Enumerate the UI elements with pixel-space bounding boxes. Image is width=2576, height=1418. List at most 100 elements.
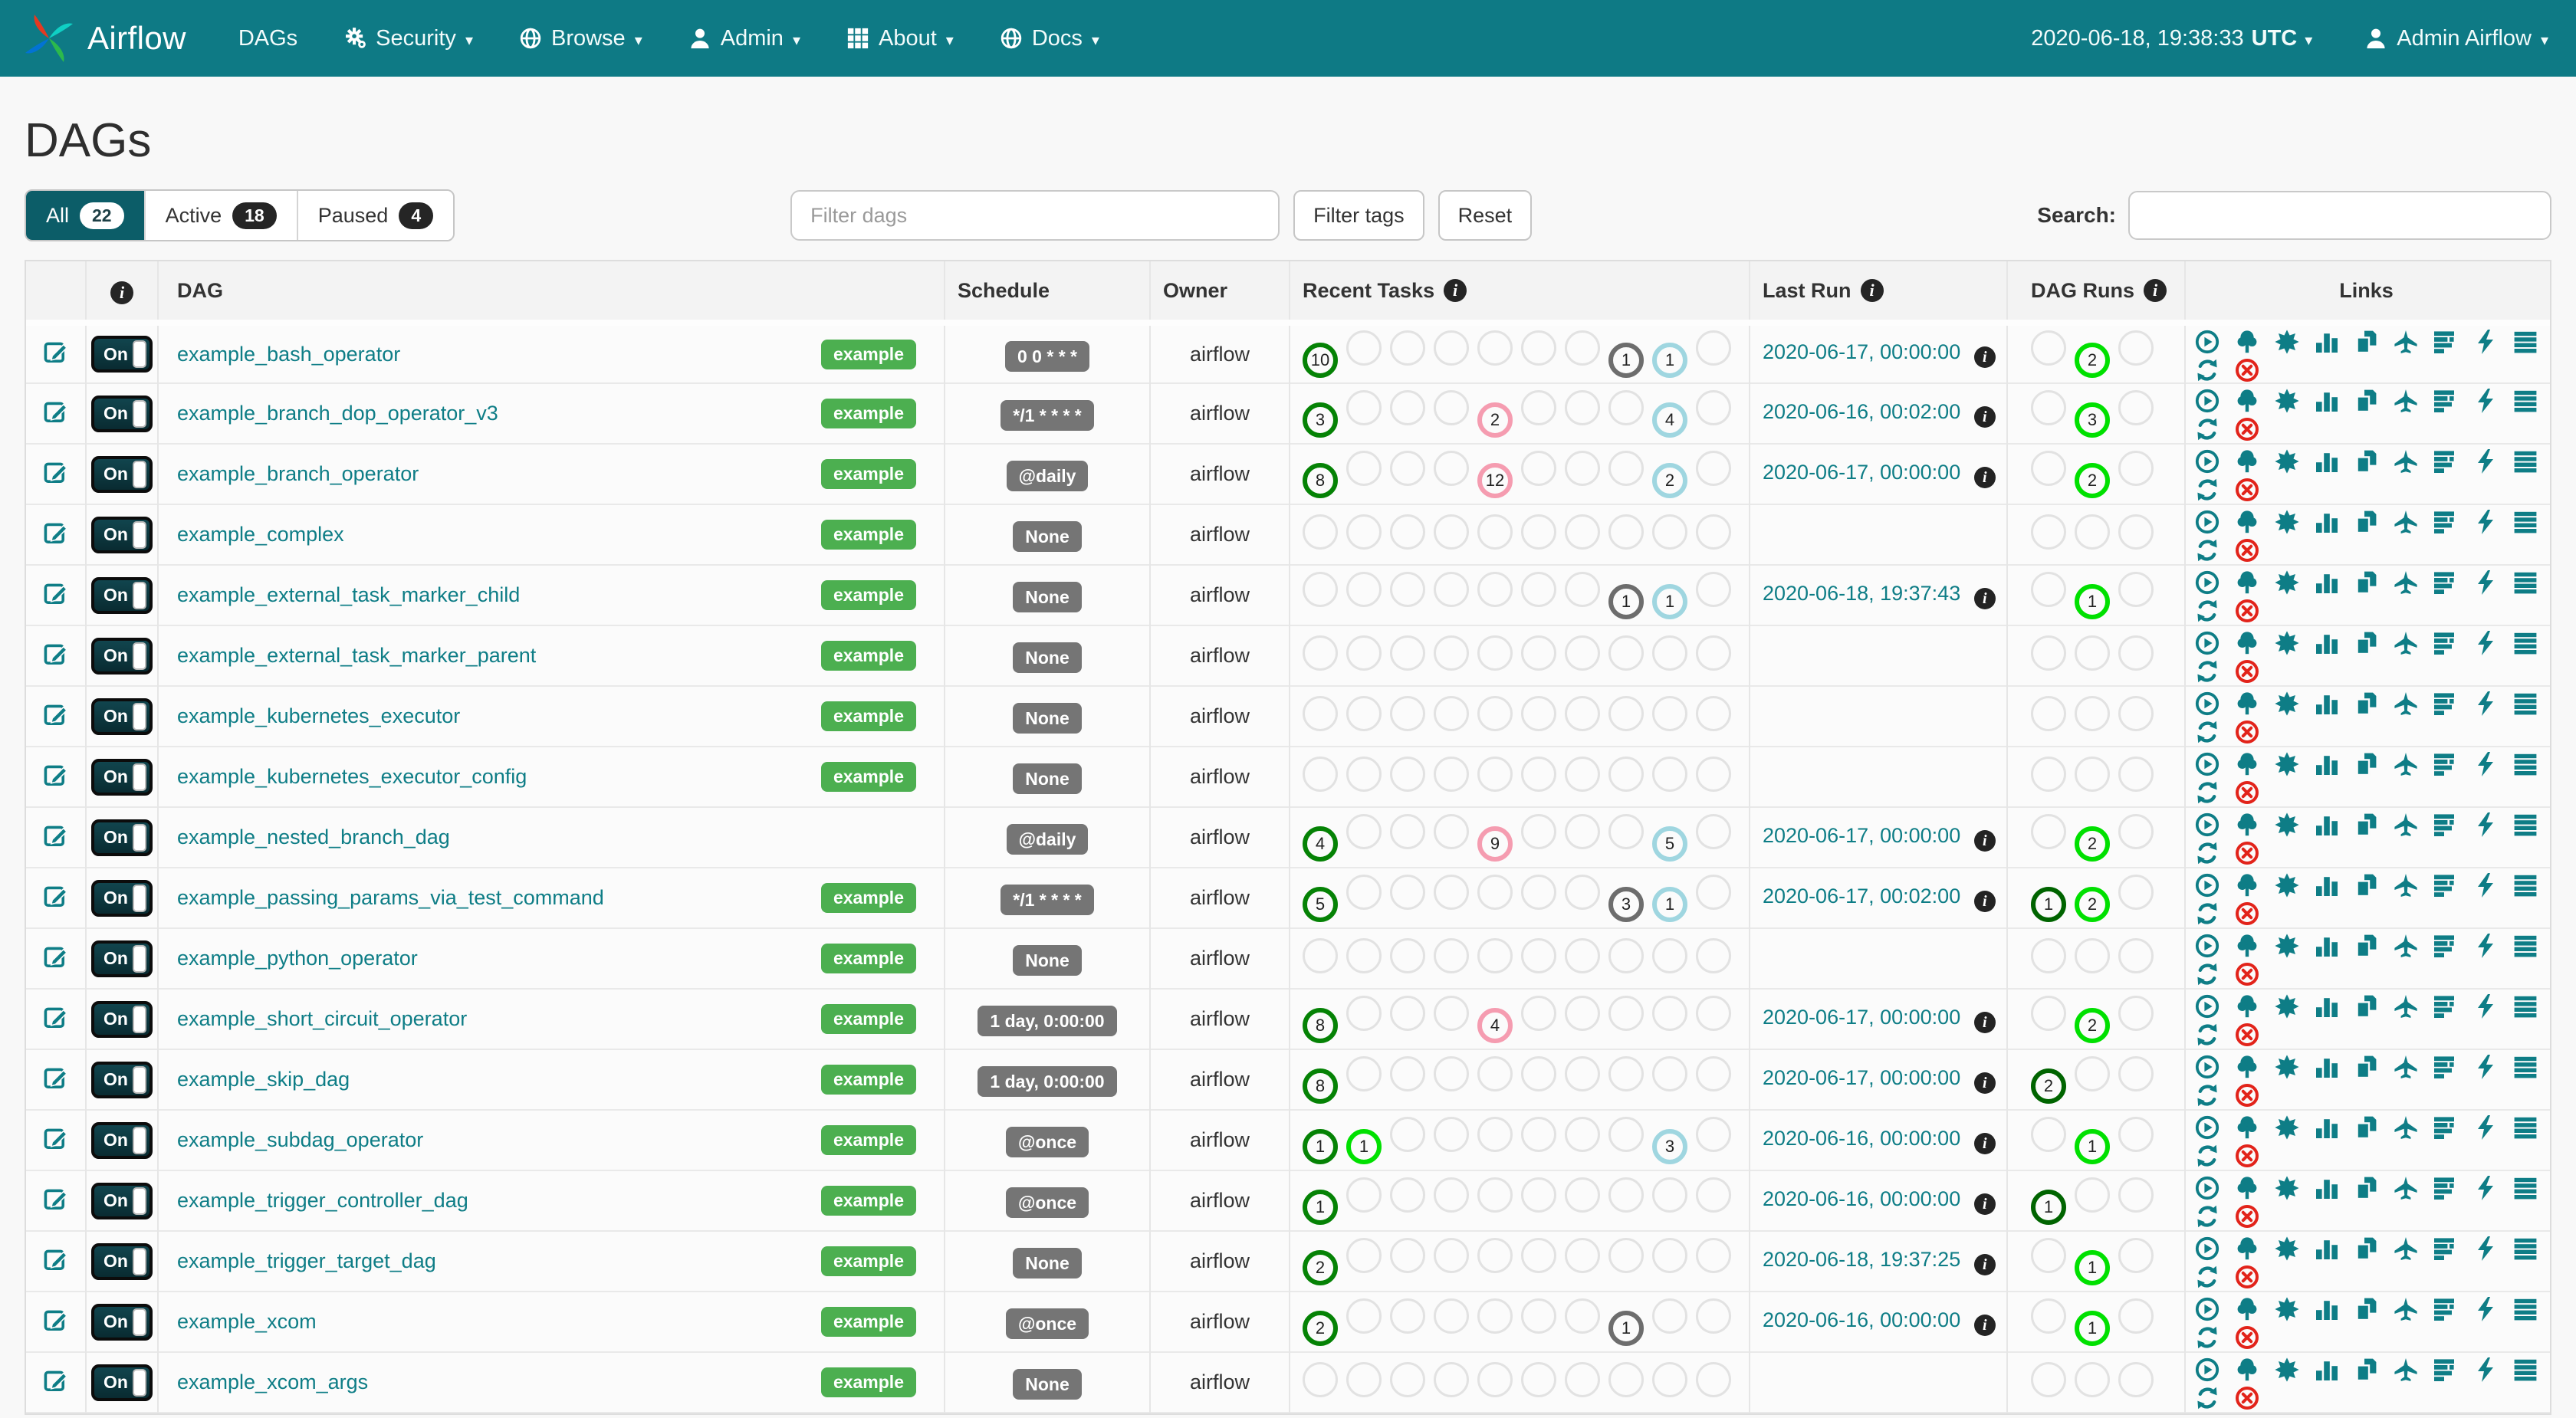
dag-pause-toggle[interactable]: On	[91, 637, 153, 675]
delete-dag-icon[interactable]	[2235, 417, 2259, 441]
dag-name-link[interactable]: example_xcom_args	[177, 1370, 369, 1393]
dag-pause-toggle[interactable]: On	[91, 940, 153, 977]
task-duration-icon[interactable]	[2315, 691, 2339, 716]
gantt-view-icon[interactable]	[2433, 510, 2458, 534]
last-run-link[interactable]: 2020-06-17, 00:00:00	[1763, 460, 1961, 484]
tree-view-icon[interactable]	[2235, 631, 2259, 655]
col-header-schedule[interactable]: Schedule	[944, 261, 1150, 323]
schedule-badge[interactable]: None	[1013, 703, 1082, 734]
task-state-circle-queued[interactable]: 1	[1608, 583, 1644, 619]
task-duration-icon[interactable]	[2315, 330, 2339, 354]
delete-dag-icon[interactable]	[2235, 962, 2259, 986]
dag-details-icon[interactable]	[2513, 752, 2538, 776]
dag-name-link[interactable]: example_nested_branch_dag	[177, 826, 450, 849]
task-state-circle-skipped[interactable]: 2	[1477, 402, 1513, 438]
dag-run-circle-running[interactable]: 2	[2075, 886, 2110, 922]
dag-details-icon[interactable]	[2513, 1297, 2538, 1321]
schedule-badge[interactable]: None	[1013, 945, 1082, 976]
delete-dag-icon[interactable]	[2235, 720, 2259, 744]
schedule-badge[interactable]: @once	[1005, 1127, 1089, 1157]
tree-view-icon[interactable]	[2235, 873, 2259, 898]
user-menu[interactable]: Admin Airflow ▾	[2364, 26, 2548, 51]
tree-view-icon[interactable]	[2235, 570, 2259, 595]
schedule-badge[interactable]: 1 day, 0:00:00	[978, 1006, 1117, 1036]
task-state-circle-none[interactable]: 4	[1652, 402, 1687, 438]
tree-view-icon[interactable]	[2235, 934, 2259, 958]
dag-details-icon[interactable]	[2513, 1115, 2538, 1140]
task-state-circle-queued[interactable]: 3	[1608, 886, 1644, 922]
last-run-link[interactable]: 2020-06-18, 19:37:43	[1763, 581, 1961, 605]
edit-dag-icon[interactable]	[44, 399, 68, 423]
edit-dag-icon[interactable]	[44, 822, 68, 847]
task-tries-icon[interactable]	[2354, 1055, 2379, 1079]
info-icon[interactable]: i	[1973, 890, 1996, 912]
refresh-icon[interactable]	[2195, 720, 2220, 744]
code-view-icon[interactable]	[2473, 1236, 2498, 1262]
dag-details-icon[interactable]	[2513, 934, 2538, 958]
gantt-view-icon[interactable]	[2433, 1297, 2458, 1321]
refresh-icon[interactable]	[2195, 962, 2220, 986]
code-view-icon[interactable]	[2473, 1297, 2498, 1322]
task-duration-icon[interactable]	[2315, 752, 2339, 776]
refresh-icon[interactable]	[2195, 659, 2220, 684]
dag-pause-toggle[interactable]: On	[91, 1182, 153, 1219]
dag-pause-toggle[interactable]: On	[91, 1242, 153, 1280]
dag-tag-badge[interactable]: example	[820, 339, 916, 369]
task-state-circle-success[interactable]: 2	[1303, 1310, 1338, 1346]
nav-item-browse[interactable]: Browse ▾	[519, 26, 642, 51]
delete-dag-icon[interactable]	[2235, 780, 2259, 805]
dag-name-link[interactable]: example_branch_dop_operator_v3	[177, 402, 498, 425]
task-tries-icon[interactable]	[2354, 1115, 2379, 1140]
dag-details-icon[interactable]	[2513, 570, 2538, 595]
task-duration-icon[interactable]	[2315, 631, 2339, 655]
refresh-icon[interactable]	[2195, 1083, 2220, 1108]
trigger-dag-icon[interactable]	[2195, 330, 2220, 354]
info-icon[interactable]: i	[1973, 829, 1996, 852]
refresh-icon[interactable]	[2195, 780, 2220, 805]
task-duration-icon[interactable]	[2315, 1176, 2339, 1200]
refresh-icon[interactable]	[2195, 1022, 2220, 1047]
task-tries-icon[interactable]	[2354, 691, 2379, 716]
task-state-circle-none[interactable]: 2	[1652, 462, 1687, 498]
dag-details-icon[interactable]	[2513, 691, 2538, 716]
dag-name-link[interactable]: example_branch_operator	[177, 462, 419, 485]
code-view-icon[interactable]	[2473, 1357, 2498, 1383]
graph-view-icon[interactable]	[2275, 752, 2299, 776]
trigger-dag-icon[interactable]	[2195, 1115, 2220, 1140]
clock-dropdown[interactable]: 2020-06-18, 19:38:33 UTC ▾	[2031, 25, 2313, 51]
delete-dag-icon[interactable]	[2235, 1144, 2259, 1168]
dag-name-link[interactable]: example_short_circuit_operator	[177, 1007, 468, 1030]
dag-run-circle-running[interactable]: 3	[2075, 402, 2110, 438]
task-tries-icon[interactable]	[2354, 812, 2379, 837]
graph-view-icon[interactable]	[2275, 1055, 2299, 1079]
graph-view-icon[interactable]	[2275, 510, 2299, 534]
col-header-recent-tasks[interactable]: Recent Tasks i	[1289, 261, 1750, 323]
nav-item-docs[interactable]: Docs ▾	[1000, 26, 1099, 51]
info-icon[interactable]: i	[1973, 405, 1996, 428]
last-run-link[interactable]: 2020-06-16, 00:00:00	[1763, 1126, 1961, 1150]
landing-times-icon[interactable]	[2394, 812, 2418, 837]
tree-view-icon[interactable]	[2235, 812, 2259, 837]
tree-view-icon[interactable]	[2235, 994, 2259, 1019]
task-state-circle-success[interactable]: 1	[1303, 1128, 1338, 1164]
code-view-icon[interactable]	[2473, 994, 2498, 1019]
task-state-circle-success[interactable]: 2	[1303, 1249, 1338, 1285]
last-run-link[interactable]: 2020-06-17, 00:02:00	[1763, 884, 1961, 908]
gantt-view-icon[interactable]	[2433, 1236, 2458, 1261]
landing-times-icon[interactable]	[2394, 1236, 2418, 1261]
dag-run-circle-success[interactable]: 2	[2031, 1068, 2066, 1104]
dag-run-circle-running[interactable]: 1	[2075, 1310, 2110, 1346]
landing-times-icon[interactable]	[2394, 994, 2418, 1019]
task-state-circle-skipped[interactable]: 12	[1477, 462, 1513, 498]
info-icon[interactable]: i	[1973, 1132, 1996, 1154]
graph-view-icon[interactable]	[2275, 1115, 2299, 1140]
last-run-link[interactable]: 2020-06-16, 00:00:00	[1763, 1187, 1961, 1210]
task-tries-icon[interactable]	[2354, 1357, 2379, 1382]
dag-pause-toggle[interactable]: On	[91, 516, 153, 553]
tree-view-icon[interactable]	[2235, 752, 2259, 776]
dag-details-icon[interactable]	[2513, 449, 2538, 474]
dag-name-link[interactable]: example_subdag_operator	[177, 1128, 424, 1151]
dag-pause-toggle[interactable]: On	[91, 576, 153, 614]
edit-dag-icon[interactable]	[44, 1125, 68, 1150]
task-state-circle-success[interactable]: 8	[1303, 1007, 1338, 1043]
